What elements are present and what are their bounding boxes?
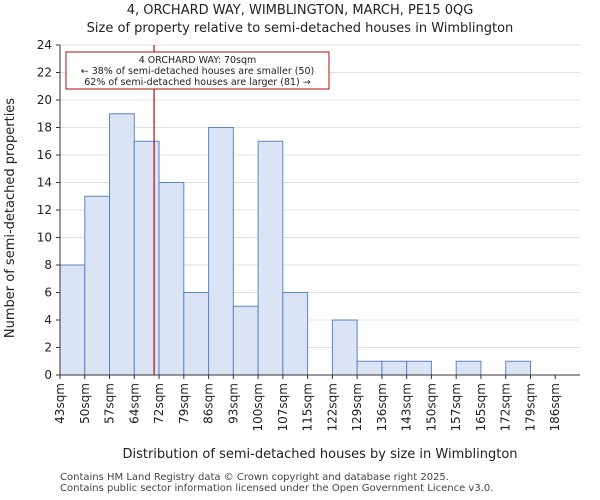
- histogram-bar: [84, 195, 111, 376]
- histogram-bar: [109, 113, 135, 376]
- y-tick-label: 4: [44, 313, 52, 327]
- x-tick-label: 72sqm: [152, 383, 166, 424]
- y-tick-label: 18: [37, 121, 52, 135]
- y-tick-label: 14: [37, 176, 52, 190]
- histogram-bar: [455, 360, 482, 376]
- chart-subtitle: Size of property relative to semi-detach…: [86, 21, 514, 36]
- x-tick-label: 93sqm: [226, 383, 240, 424]
- x-tick-label: 79sqm: [177, 383, 191, 424]
- x-tick-label: 186sqm: [548, 383, 562, 431]
- y-tick-label: 10: [37, 231, 52, 245]
- x-tick-label: 64sqm: [127, 383, 141, 424]
- x-tick-label: 43sqm: [53, 383, 67, 424]
- y-tick-label: 8: [44, 258, 52, 272]
- annotation-line: 62% of semi-detached houses are larger (…: [84, 77, 311, 88]
- y-tick-label: 0: [44, 368, 52, 382]
- histogram-bar: [282, 292, 309, 376]
- x-tick-label: 143sqm: [400, 383, 414, 431]
- y-tick-label: 12: [37, 203, 52, 217]
- histogram-bar: [133, 140, 160, 376]
- x-axis-label: Distribution of semi-detached houses by …: [122, 447, 517, 462]
- chart-title-block: 4, ORCHARD WAY, WIMBLINGTON, MARCH, PE15…: [0, 2, 600, 38]
- x-tick-label: 136sqm: [375, 383, 389, 431]
- annotation-box: [65, 51, 330, 90]
- x-tick-label: 57sqm: [103, 383, 117, 424]
- histogram-bar: [331, 319, 358, 376]
- histogram-bar: [406, 360, 432, 376]
- x-tick-label: 122sqm: [325, 383, 339, 431]
- y-tick-label: 22: [37, 66, 52, 80]
- x-tick-label: 100sqm: [251, 383, 265, 431]
- histogram-bar: [356, 360, 383, 376]
- x-tick-label: 115sqm: [301, 383, 315, 431]
- y-tick-label: 6: [44, 286, 52, 300]
- x-tick-label: 157sqm: [449, 383, 463, 431]
- histogram-bar: [381, 360, 408, 376]
- x-tick-label: 50sqm: [78, 383, 92, 424]
- y-axis-label: Number of semi-detached properties: [3, 98, 18, 338]
- x-tick-label: 86sqm: [202, 383, 216, 424]
- histogram-bar: [208, 127, 234, 376]
- footer-copyright: Contains HM Land Registry data © Crown c…: [60, 472, 449, 483]
- y-tick-label: 2: [44, 341, 52, 355]
- histogram-bar: [158, 182, 185, 376]
- histogram-bar: [232, 305, 259, 376]
- x-tick-label: 172sqm: [499, 383, 513, 431]
- y-tick-label: 20: [37, 93, 52, 107]
- annotation-line: 4 ORCHARD WAY: 70sqm: [139, 55, 257, 66]
- annotation-line: ← 38% of semi-detached houses are smalle…: [81, 66, 315, 77]
- x-tick-label: 165sqm: [474, 383, 488, 431]
- x-tick-label: 179sqm: [523, 383, 537, 431]
- x-tick-label: 129sqm: [350, 383, 364, 431]
- chart-title: 4, ORCHARD WAY, WIMBLINGTON, MARCH, PE15…: [126, 3, 474, 18]
- y-tick-label: 24: [37, 38, 52, 52]
- histogram-bar: [183, 292, 210, 376]
- x-tick-label: 150sqm: [424, 383, 438, 431]
- histogram-bar: [59, 264, 86, 376]
- y-tick-label: 16: [37, 148, 52, 162]
- histogram-bar: [505, 360, 531, 376]
- footer: Contains HM Land Registry data © Crown c…: [60, 472, 493, 494]
- histogram-bar: [257, 140, 284, 376]
- footer-licence: Contains public sector information licen…: [60, 483, 494, 494]
- x-tick-label: 107sqm: [276, 383, 290, 431]
